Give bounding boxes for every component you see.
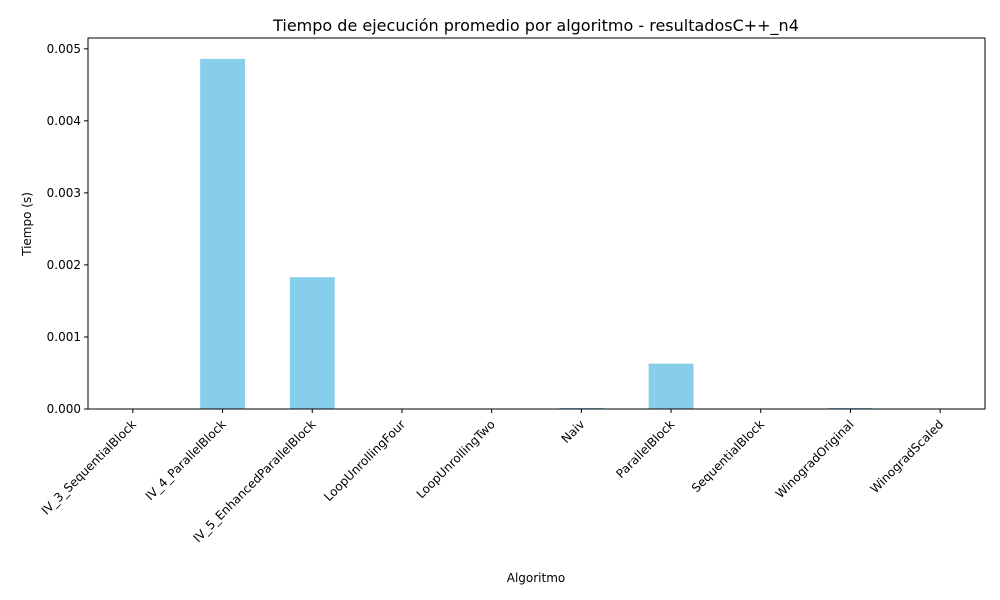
x-tick-label: IV_4_ParallelBlock: [143, 417, 229, 503]
y-tick-label: 0.001: [47, 330, 81, 344]
x-tick-label: WinogradScaled: [868, 417, 947, 496]
chart-title: Tiempo de ejecución promedio por algorit…: [272, 16, 799, 36]
y-tick-label: 0.003: [47, 186, 81, 200]
bar-winogradoriginal: [828, 407, 873, 409]
y-tick-label: 0.005: [47, 42, 81, 56]
bar-iv-4-parallelblock: [200, 58, 245, 409]
y-tick-label: 0.004: [47, 114, 81, 128]
x-tick-label: ParallelBlock: [613, 417, 677, 481]
bars: [110, 58, 963, 409]
x-tick-label: LoopUnrollingFour: [321, 417, 408, 504]
x-axis-label: Algoritmo: [507, 571, 566, 585]
x-tick-label: Naiv: [559, 417, 588, 446]
x-tick-label: IV_3_SequentialBlock: [39, 417, 139, 517]
bar-iv-5-enhancedparallelblock: [289, 277, 335, 409]
y-axis: 0.000 0.001 0.002 0.003 0.004 0.005: [47, 42, 88, 416]
y-axis-label: Tiempo (s): [20, 192, 34, 257]
x-tick-label: WinogradOriginal: [773, 417, 857, 501]
bar-naiv: [558, 407, 604, 409]
x-axis: IV_3_SequentialBlock IV_4_ParallelBlockIV…: [39, 409, 947, 545]
y-tick-label: 0.000: [47, 402, 81, 416]
plot-frame: [87, 37, 986, 410]
x-tick-label: SequentialBlock: [689, 417, 767, 495]
x-tick-label: LoopUnrollingTwo: [414, 417, 498, 501]
bar-parallelblock: [648, 363, 694, 409]
y-tick-label: 0.002: [47, 258, 81, 272]
